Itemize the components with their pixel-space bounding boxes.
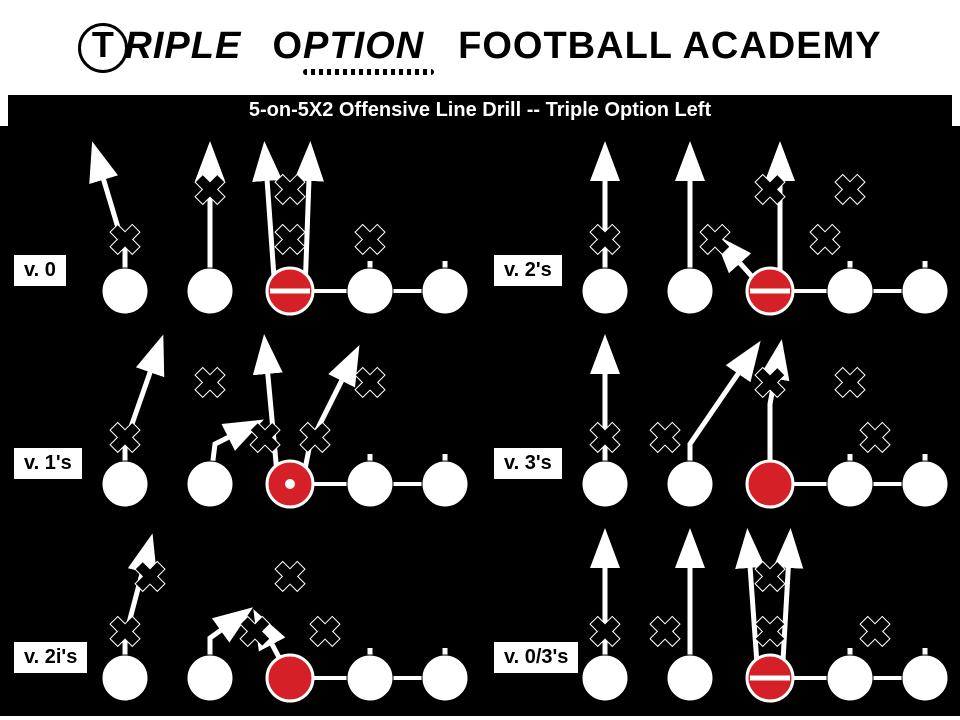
defender-x: ✖	[648, 611, 682, 655]
offensive-lineman	[347, 461, 393, 507]
defense-label: v. 2's	[492, 253, 564, 288]
defender-x: ✖	[753, 556, 787, 600]
drill-title: 5-on-5X2 Offensive Line Drill -- Triple …	[8, 95, 952, 126]
defender-x: ✖	[273, 169, 307, 213]
drill-cell: ✖ ✖ ✖ ✖ ✖	[102, 344, 468, 507]
center-lineman	[267, 655, 313, 701]
offensive-lineman	[187, 268, 233, 314]
offensive-lineman	[187, 461, 233, 507]
defender-x: ✖	[308, 611, 342, 655]
offensive-lineman	[582, 268, 628, 314]
defender-x: ✖	[248, 417, 282, 461]
offensive-lineman	[102, 461, 148, 507]
drill-cell: ✖ ✖ ✖ ✖ ✖	[582, 151, 948, 314]
defender-x: ✖	[753, 611, 787, 655]
defender-x: ✖	[833, 169, 867, 213]
defender-x: ✖	[108, 219, 142, 263]
brand-header: TRIPLE OPTION FOOTBALL ACADEMY	[0, 0, 960, 95]
center-lineman	[747, 461, 793, 507]
offensive-lineman	[582, 461, 628, 507]
defender-x: ✖	[353, 219, 387, 263]
defender-x: ✖	[298, 417, 332, 461]
defender-x: ✖	[753, 169, 787, 213]
offensive-lineman	[102, 268, 148, 314]
offensive-lineman	[902, 461, 948, 507]
defender-x: ✖	[588, 611, 622, 655]
defender-x: ✖	[353, 362, 387, 406]
brand-word1: RIPLE	[124, 25, 241, 67]
defender-x: ✖	[588, 417, 622, 461]
offensive-lineman	[827, 461, 873, 507]
offensive-lineman	[827, 655, 873, 701]
defender-x: ✖	[698, 219, 732, 263]
offensive-lineman	[422, 268, 468, 314]
offensive-lineman	[422, 461, 468, 507]
drill-cell: ✖ ✖ ✖ ✖ ✖	[582, 344, 948, 507]
brand-logo: TRIPLE OPTION FOOTBALL ACADEMY	[78, 23, 881, 73]
drill-cell: ✖ ✖ ✖ ✖ ✖	[95, 151, 468, 314]
diagram-field: ✖ ✖ ✖ ✖ ✖ ✖ ✖ ✖ ✖ ✖ ✖ ✖ ✖ ✖ ✖ ✖ ✖ ✖ ✖ ✖ ✖ ✖ ✖ ✖ ✖ ✖ ✖ ✖ ✖ ✖ v. 0 v. 2'…	[0, 126, 960, 716]
defense-label: v. 3's	[492, 446, 564, 481]
drill-cell: ✖✖✖✖✖	[102, 543, 468, 701]
offensive-lineman	[902, 268, 948, 314]
defender-x: ✖	[273, 219, 307, 263]
defense-label: v. 2i's	[12, 640, 89, 675]
defender-x: ✖	[133, 556, 167, 600]
brand-word2: PTION	[303, 25, 424, 67]
offensive-lineman	[667, 461, 713, 507]
defender-x: ✖	[238, 611, 272, 655]
defender-x: ✖	[108, 611, 142, 655]
defender-x: ✖	[648, 417, 682, 461]
defender-x: ✖	[193, 362, 227, 406]
offensive-lineman	[422, 655, 468, 701]
drill-cell: ✖ ✖ ✖ ✖ ✖	[582, 538, 948, 701]
defender-x: ✖	[108, 417, 142, 461]
defender-x: ✖	[193, 169, 227, 213]
route-arrow	[265, 344, 278, 484]
offensive-lineman	[102, 655, 148, 701]
offensive-lineman	[187, 655, 233, 701]
defender-x: ✖	[588, 219, 622, 263]
offensive-lineman	[827, 268, 873, 314]
defender-x: ✖	[808, 219, 842, 263]
defender-x: ✖	[753, 362, 787, 406]
offensive-lineman	[667, 268, 713, 314]
defender-x: ✖	[858, 417, 892, 461]
defense-label: v. 0	[12, 253, 68, 288]
brand-word3: FOOTBALL ACADEMY	[458, 25, 881, 68]
offensive-lineman	[902, 655, 948, 701]
offensive-lineman	[582, 655, 628, 701]
defender-x: ✖	[833, 362, 867, 406]
offensive-lineman	[667, 655, 713, 701]
defense-label: v. 0/3's	[492, 640, 580, 675]
offensive-lineman	[347, 655, 393, 701]
offensive-lineman	[347, 268, 393, 314]
defender-x: ✖	[858, 611, 892, 655]
defense-label: v. 1's	[12, 446, 84, 481]
defender-x: ✖	[273, 556, 307, 600]
